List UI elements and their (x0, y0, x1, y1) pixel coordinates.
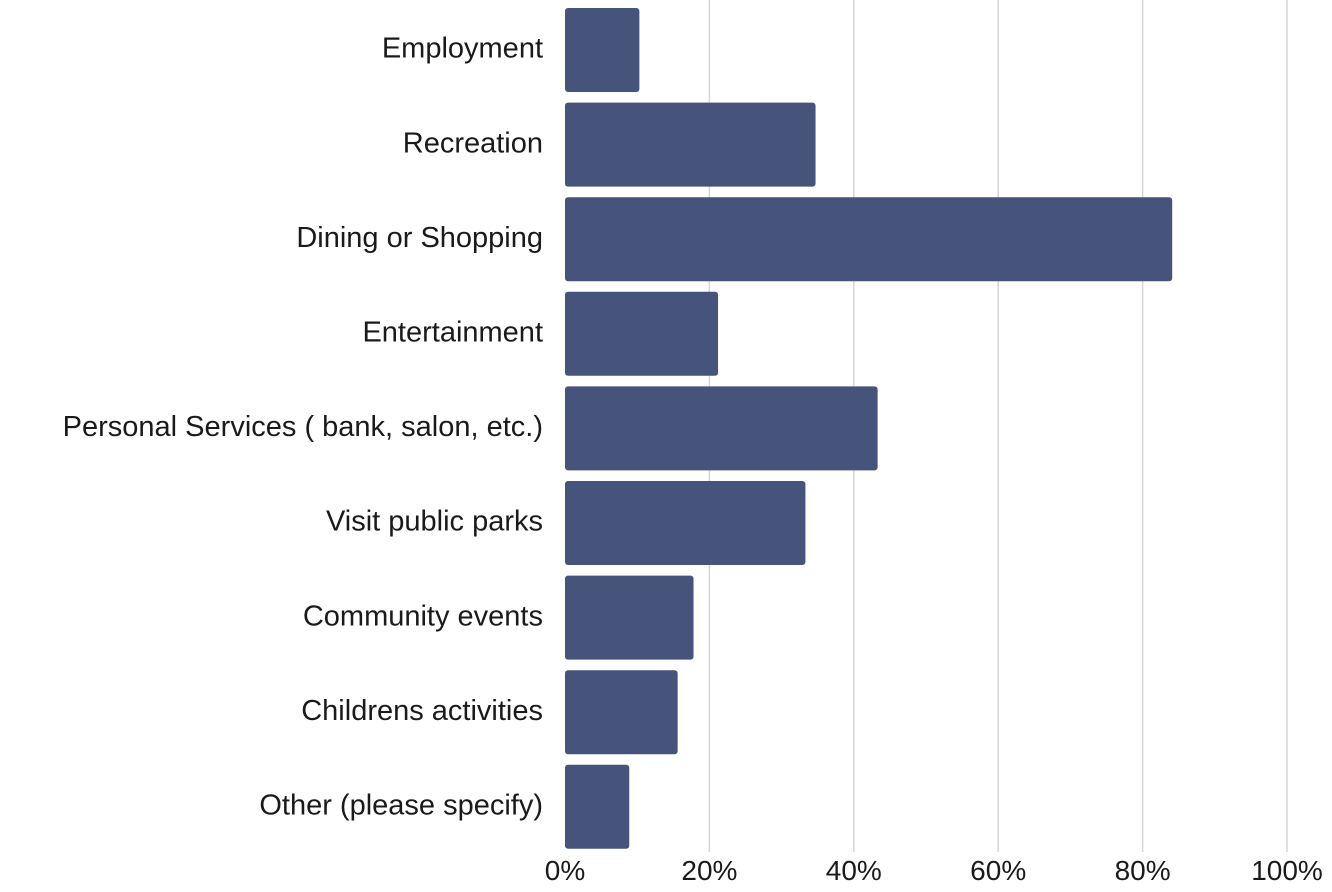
category-label: Other (please specify) (259, 789, 543, 821)
bar (565, 764, 630, 849)
bar (565, 8, 640, 92)
category-label: Visit public parks (326, 506, 543, 538)
category-label: Childrens activities (301, 695, 543, 727)
x-tick-label: 80% (1115, 855, 1171, 886)
category-label: Recreation (403, 127, 543, 159)
x-tick-label: 40% (826, 855, 882, 886)
bar (565, 670, 678, 755)
bar (565, 386, 878, 471)
category-label: Entertainment (362, 316, 543, 348)
category-label: Personal Services ( bank, salon, etc.) (63, 411, 543, 443)
x-tick-label: 20% (681, 855, 737, 886)
bars (565, 8, 1173, 849)
x-tick-label: 100% (1251, 855, 1323, 886)
category-label: Dining or Shopping (296, 222, 543, 254)
bar (565, 291, 719, 376)
x-tick-label: 0% (545, 855, 585, 886)
bar (565, 102, 816, 187)
x-axis-tick-labels: 0% 20% 40% 60% 80% 100% (545, 855, 1323, 886)
bar (565, 575, 694, 660)
category-label: Community events (303, 600, 543, 632)
x-tick-label: 60% (970, 855, 1026, 886)
category-label: Employment (382, 33, 543, 65)
bar (565, 197, 1173, 282)
category-labels: Employment Recreation Dining or Shopping En… (63, 33, 543, 822)
grid-lines (708, 0, 1288, 852)
bar (565, 481, 806, 565)
